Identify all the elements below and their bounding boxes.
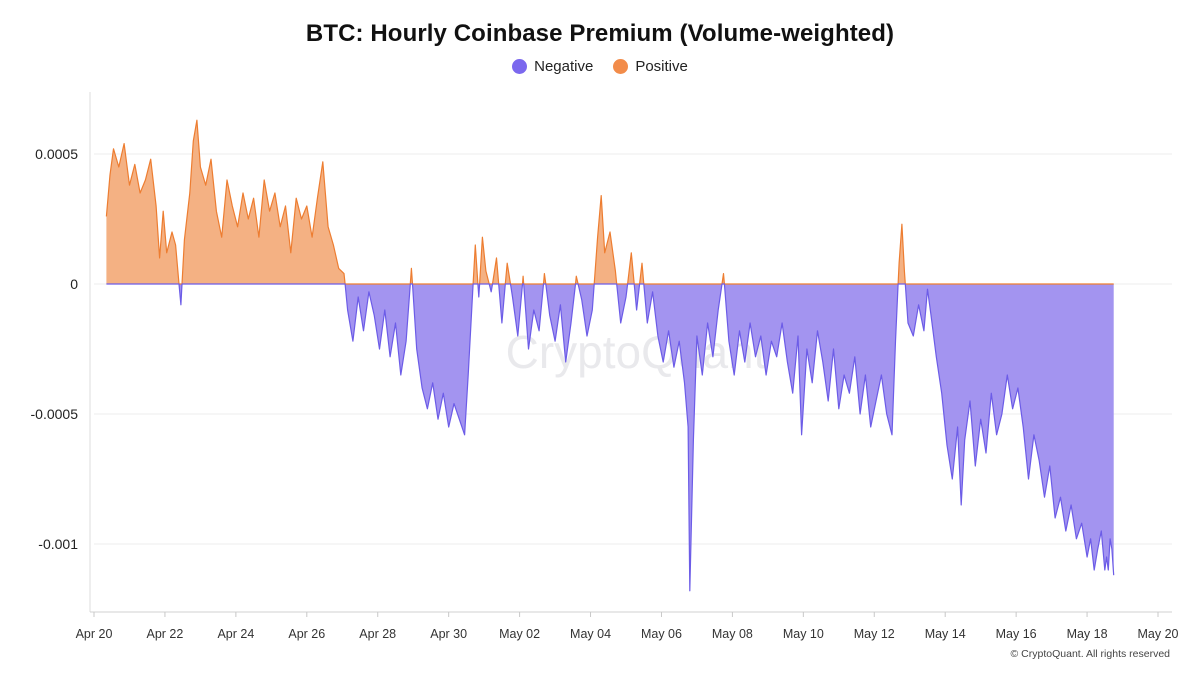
x-tick-label: May 04 [570,627,611,641]
legend-swatch-positive [613,59,629,74]
x-tick-label: Apr 20 [76,627,113,641]
watermark-text: CryptoQuant [506,326,767,378]
x-tick-label: Apr 22 [147,627,184,641]
legend-item-negative[interactable]: Negative [512,58,593,75]
x-tick-label: May 16 [996,627,1037,641]
positive-line [105,119,1114,285]
copyright-text: © CryptoQuant. All rights reserved [1010,648,1170,660]
y-tick-label: 0.0005 [35,146,78,162]
x-tick-label: Apr 30 [430,627,467,641]
negative-area [106,284,1114,591]
x-tick-label: May 18 [1067,627,1108,641]
x-tick-label: May 20 [1138,627,1179,641]
positive-area [106,120,1114,284]
x-tick-label: May 12 [854,627,895,641]
x-tick-label: May 06 [641,627,682,641]
chart-title: BTC: Hourly Coinbase Premium (Volume-wei… [305,20,895,47]
y-tick-label: -0.0005 [31,406,79,422]
x-tick-label: May 02 [499,627,540,641]
axis-layer: 0.0005 0 -0.0005 -0.001 Apr 20 Apr 22 Apr 24 Ap… [31,92,1179,641]
x-tick-label: Apr 26 [288,627,325,641]
legend-item-positive[interactable]: Positive [613,58,688,75]
x-tick-label: May 10 [783,627,824,641]
x-tick-label: Apr 28 [359,627,396,641]
area-layer [105,119,1115,592]
y-tick-label: 0 [70,276,78,292]
legend-label-positive: Positive [635,58,688,75]
legend-swatch-negative [512,59,528,74]
negative-line [106,283,1115,592]
chart-legend: Negative Positive [0,58,1200,75]
x-tick-label: Apr 24 [217,627,254,641]
x-tick-label: May 08 [712,627,753,641]
y-tick-label: -0.001 [38,536,78,552]
legend-label-negative: Negative [534,58,594,75]
x-tick-label: May 14 [925,627,966,641]
